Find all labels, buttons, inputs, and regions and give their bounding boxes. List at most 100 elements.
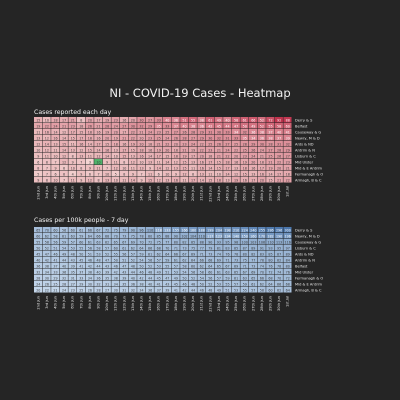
weekly-cell-value: 34 [139, 288, 143, 292]
weekly-cell-value: 58 [182, 264, 186, 268]
daily-heatmap-cell [249, 141, 258, 147]
daily-heatmap-cell [85, 171, 94, 177]
weekly-heatmap-cell [59, 275, 68, 281]
daily-cell-value: 33 [225, 130, 229, 134]
daily-heatmap-cell [214, 117, 223, 123]
weekly-cell-value: 61 [148, 252, 152, 256]
weekly-heatmap-cell [51, 263, 60, 269]
weekly-heatmap-cell [206, 263, 215, 269]
daily-heatmap-cell [128, 141, 137, 147]
weekly-heatmap-cell [59, 251, 68, 257]
daily-heatmap-cell [283, 147, 292, 153]
weekly-heatmap-cell [206, 275, 215, 281]
weekly-column-label: 27th Jun [251, 296, 255, 311]
weekly-cell-value: 66 [277, 282, 281, 286]
daily-heatmap-cell [274, 123, 283, 129]
weekly-heatmap-cell [163, 257, 172, 263]
daily-heatmap-cell [240, 123, 249, 129]
weekly-cell-value: 37 [79, 270, 83, 274]
weekly-heatmap-cell [206, 251, 215, 257]
weekly-cell-value: 67 [225, 264, 229, 268]
daily-heatmap-cell [128, 147, 137, 153]
weekly-cell-value: 85 [157, 234, 161, 238]
daily-cell-value: 19 [114, 136, 118, 140]
weekly-cell-value: 64 [208, 264, 212, 268]
daily-cell-value: 30 [131, 124, 135, 128]
weekly-heatmap-cell [51, 269, 60, 275]
weekly-heatmap-cell [34, 287, 43, 293]
weekly-heatmap-cell [283, 233, 292, 239]
weekly-cell-value: 73 [122, 234, 126, 238]
weekly-heatmap-cell [59, 239, 68, 245]
weekly-heatmap-cell [34, 257, 43, 263]
weekly-cell-value: 60 [36, 234, 40, 238]
weekly-heatmap-cell [137, 269, 146, 275]
weekly-heatmap-cell [128, 269, 137, 275]
weekly-heatmap-cell [266, 269, 275, 275]
daily-heatmap-cell [257, 171, 266, 177]
daily-heatmap-cell [120, 141, 129, 147]
daily-heatmap-cell [163, 123, 172, 129]
weekly-heatmap-cell [206, 245, 215, 251]
daily-heatmap-cell [154, 177, 163, 183]
weekly-heatmap-cell [249, 227, 258, 233]
weekly-cell-value: 61 [174, 258, 178, 262]
weekly-cell-value: 110 [267, 240, 273, 244]
weekly-cell-value: 102 [181, 234, 187, 238]
weekly-cell-value: 24 [62, 288, 66, 292]
weekly-column-label: 29th Jun [269, 296, 273, 311]
daily-cell-value: 27 [286, 154, 290, 158]
weekly-heatmap-cell [249, 239, 258, 245]
weekly-heatmap-cell [180, 287, 189, 293]
daily-cell-value: 9 [132, 172, 134, 176]
weekly-heatmap-cell [77, 263, 86, 269]
daily-cell-value: 55 [268, 124, 272, 128]
daily-heatmap-cell [231, 177, 240, 183]
daily-cell-value: 13 [139, 166, 143, 170]
weekly-cell-value: 50 [114, 258, 118, 262]
daily-cell-value: 20 [251, 160, 255, 164]
daily-heatmap-cell [214, 129, 223, 135]
weekly-cell-value: 58 [45, 240, 49, 244]
daily-heatmap-cell [240, 153, 249, 159]
weekly-heatmap-cell [137, 287, 146, 293]
daily-heatmap-cell [102, 123, 111, 129]
weekly-heatmap-cell [111, 251, 120, 257]
weekly-cell-value: 64 [268, 282, 272, 286]
weekly-heatmap-cell [231, 239, 240, 245]
weekly-heatmap-cell [128, 257, 137, 263]
weekly-row-label: Fermanagh & O [295, 276, 323, 280]
daily-cell-value: 16 [260, 172, 264, 176]
weekly-heatmap-cell [154, 239, 163, 245]
weekly-heatmap-cell [34, 239, 43, 245]
weekly-cell-value: 97 [286, 246, 290, 250]
weekly-heatmap-cell [257, 257, 266, 263]
daily-heatmap-cell [240, 171, 249, 177]
daily-cell-value: 20 [234, 154, 238, 158]
daily-cell-value: 20 [139, 136, 143, 140]
weekly-cell-value: 75 [157, 240, 161, 244]
daily-cell-value: 24 [148, 130, 152, 134]
daily-cell-value: 15 [208, 178, 212, 182]
daily-heatmap-cell [171, 159, 180, 165]
weekly-heatmap-cell [171, 263, 180, 269]
weekly-heatmap-cell [42, 233, 51, 239]
weekly-heatmap-cell [102, 257, 111, 263]
weekly-heatmap-cell [154, 287, 163, 293]
weekly-heatmap-cell [111, 281, 120, 287]
daily-cell-value: 14 [148, 154, 152, 158]
daily-cell-value: 11 [208, 172, 212, 176]
daily-cell-value: 9 [37, 178, 39, 182]
weekly-heatmap-cell [94, 281, 103, 287]
daily-heatmap-cell [257, 159, 266, 165]
daily-heatmap-cell [77, 159, 86, 165]
weekly-heatmap-cell [120, 287, 129, 293]
daily-cell-value: 16 [122, 118, 126, 122]
daily-heatmap-cell [266, 141, 275, 147]
daily-column-label: 1st Jul [286, 186, 290, 197]
weekly-cell-value: 25 [79, 288, 83, 292]
weekly-cell-value: 38 [114, 276, 118, 280]
weekly-cell-value: 64 [165, 252, 169, 256]
daily-heatmap-cell [51, 171, 60, 177]
